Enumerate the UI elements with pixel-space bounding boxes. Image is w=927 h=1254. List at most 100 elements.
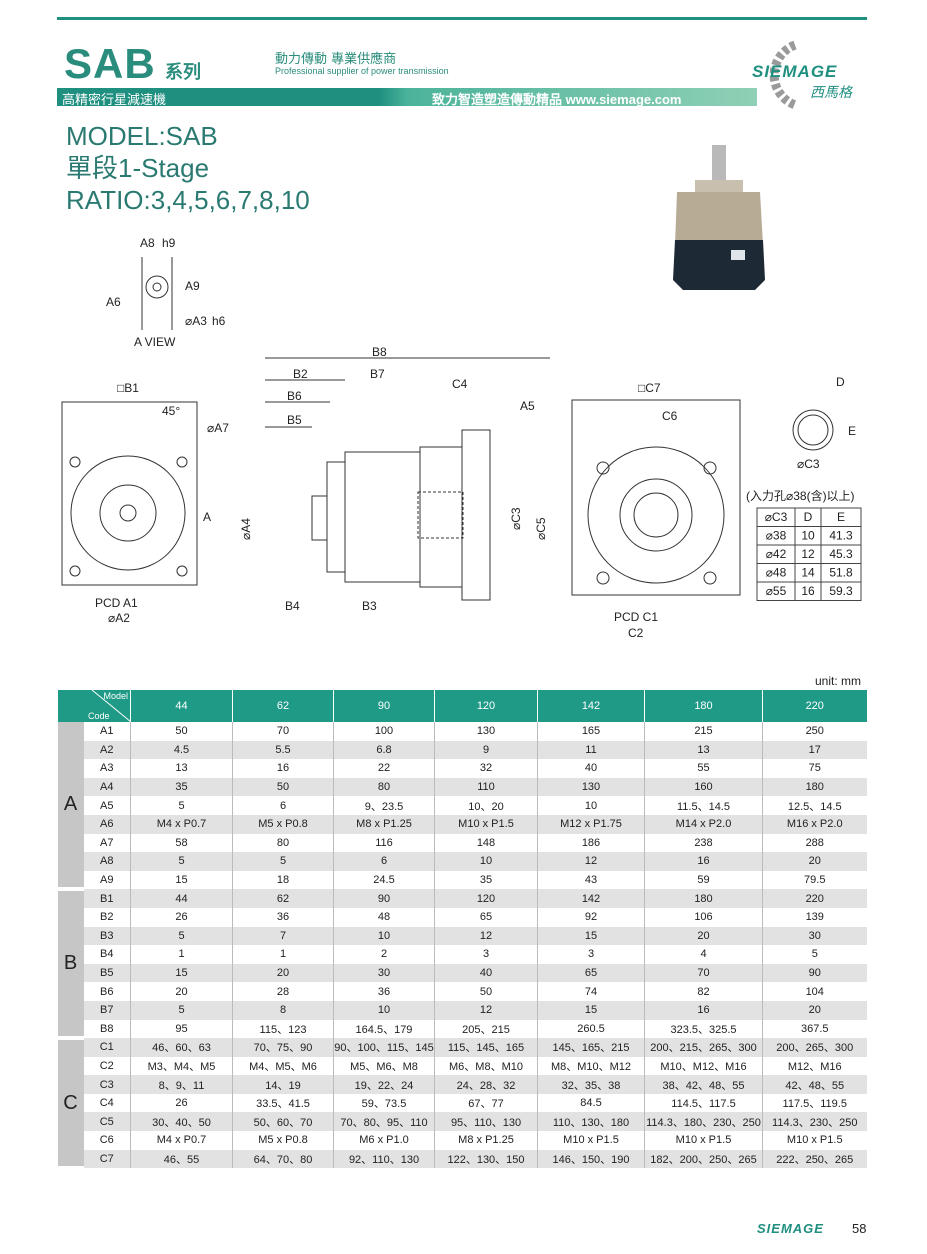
value-cell: 180 — [644, 889, 763, 908]
value-cell: 114.3、180、230、250 — [644, 1112, 763, 1132]
label-e: E — [848, 424, 856, 438]
spec-table: Model Code 44 62 90 120 142 180 220 A A1 50 70 100… — [57, 690, 867, 1171]
value-cell: 220 — [762, 889, 867, 908]
value-cell: M5 x P0.8 — [232, 1131, 334, 1150]
keyway-cell: ⌀48 — [766, 566, 787, 580]
code-cell: B4 — [83, 945, 131, 964]
product-photo — [673, 145, 765, 290]
value-cell: 20 — [762, 1000, 867, 1020]
value-cell: 160 — [644, 777, 763, 797]
value-cell: 70 — [232, 722, 334, 741]
value-cell: 62 — [232, 889, 334, 908]
value-cell: 50 — [232, 777, 334, 797]
value-cell: 44 — [130, 889, 233, 908]
value-cell: M4 x P0.7 — [130, 814, 233, 834]
label-b8: B8 — [372, 345, 387, 359]
value-cell: 110 — [434, 777, 538, 797]
value-cell: 6 — [232, 796, 334, 815]
brand-logo: SIEMAGE — [752, 62, 838, 81]
value-cell: 15 — [537, 1000, 645, 1020]
unit-label: unit: mm — [814, 674, 861, 688]
value-cell: M16 x P2.0 — [762, 814, 867, 834]
value-cell: 70、80、95、110 — [333, 1112, 435, 1132]
value-cell: 20 — [762, 852, 867, 871]
group-label: B — [57, 889, 84, 1041]
value-cell: 32 — [434, 759, 538, 778]
value-cell: 80 — [333, 777, 435, 797]
keyway-cell: 16 — [801, 584, 815, 598]
value-cell: 20 — [130, 982, 233, 1001]
value-cell: 165 — [537, 722, 645, 741]
value-cell: 200、265、300 — [762, 1038, 867, 1057]
value-cell: 7 — [232, 926, 334, 946]
value-cell: 2 — [333, 945, 435, 964]
value-cell: 5 — [762, 945, 867, 964]
table-row: A4 35 50 80 110 130 160 180 — [58, 777, 867, 797]
value-cell: 238 — [644, 833, 763, 853]
value-cell: M10 x P1.5 — [644, 1131, 763, 1150]
model-stage: 單段1-Stage — [66, 153, 210, 183]
model-name: MODEL:SAB — [66, 121, 218, 151]
keyway-cell: ⌀55 — [766, 584, 787, 598]
value-cell: 35 — [130, 777, 233, 797]
keyway-cell: 14 — [801, 566, 815, 580]
keyway-cell: E — [837, 510, 845, 524]
value-cell: M8 x P1.25 — [333, 814, 435, 834]
value-cell: 75 — [762, 759, 867, 778]
value-cell: 6.8 — [333, 740, 435, 760]
model-header: 90 — [333, 690, 435, 722]
code-cell: A9 — [83, 870, 131, 890]
value-cell: 116 — [333, 833, 435, 853]
value-cell: 9 — [434, 740, 538, 760]
model-header: 44 — [130, 690, 233, 722]
value-cell: 26 — [130, 907, 233, 927]
value-cell: 5 — [130, 796, 233, 815]
model-header: 120 — [434, 690, 538, 722]
value-cell: 5 — [130, 852, 233, 871]
table-row: C2 M3、M4、M5 M4、M5、M6 M5、M6、M8 M6、M8、M10 M8、M1… — [58, 1056, 867, 1076]
value-cell: M10 x P1.5 — [434, 814, 538, 834]
keyway-cell: D — [804, 510, 813, 524]
model-header: 142 — [537, 690, 645, 722]
value-cell: 20 — [232, 963, 334, 983]
value-cell: 15 — [130, 963, 233, 983]
value-cell: 215 — [644, 722, 763, 741]
label-a9: A9 — [185, 279, 200, 293]
value-cell: 19、22、24 — [333, 1075, 435, 1094]
value-cell: 16 — [644, 1000, 763, 1020]
keyway-table: ⌀C3 D E ⌀38 10 41.3 ⌀42 12 45.3 ⌀48 14 51.8 ⌀55 16 59.… — [756, 507, 862, 601]
table-row: B5 15 20 30 40 65 70 90 — [58, 963, 867, 983]
value-cell: 22 — [333, 759, 435, 778]
label-b7: B7 — [370, 367, 385, 381]
value-cell: 92、110、130 — [333, 1149, 435, 1169]
label-c2: C2 — [628, 626, 644, 640]
table-row: A5 5 6 9、23.5 10、20 10 11.5、14.5 12.5、14.5 — [58, 796, 867, 815]
label-pcd-c1: PCD C1 — [614, 610, 658, 624]
drawing-labels: A8 h9 A9 A6 ⌀A3 h6 A VIEW □B1 45° ⌀A7 A … — [95, 236, 856, 640]
value-cell: 114.3、230、250 — [762, 1112, 867, 1132]
group-label: C — [57, 1038, 84, 1171]
label-b5: B5 — [287, 413, 302, 427]
code-cell: B6 — [83, 982, 131, 1001]
page-number: 58 — [852, 1221, 867, 1236]
label-b3: B3 — [362, 599, 377, 613]
value-cell: 12.5、14.5 — [762, 796, 867, 815]
diagonal-divider — [91, 690, 131, 722]
keyway-note: (入力孔⌀38(含)以上) — [746, 488, 855, 503]
code-cell: A8 — [83, 852, 131, 871]
label-a7: ⌀A7 — [207, 421, 229, 435]
table-row: C5 30、40、50 50、60、70 70、80、95、110 95、110、130… — [58, 1112, 867, 1132]
value-cell: 15 — [537, 926, 645, 946]
code-cell: B3 — [83, 926, 131, 946]
table-row: A9 15 18 24.5 35 43 59 79.5 — [58, 870, 867, 890]
code-cell: A2 — [83, 740, 131, 760]
gear-logo-icon — [769, 40, 797, 110]
code-cell: B5 — [83, 963, 131, 983]
code-cell: A3 — [83, 759, 131, 778]
product-category: 高精密行星減速機 — [62, 93, 167, 108]
code-cell: C3 — [83, 1075, 131, 1094]
value-cell: M5、M6、M8 — [333, 1056, 435, 1076]
value-cell: 205、215 — [434, 1019, 538, 1039]
table-row: B8 95 115、123 164.5、179 205、215 260.5 323.5、32… — [58, 1019, 867, 1039]
tagline-cn: 動力傳動 專業供應商 — [275, 52, 397, 67]
